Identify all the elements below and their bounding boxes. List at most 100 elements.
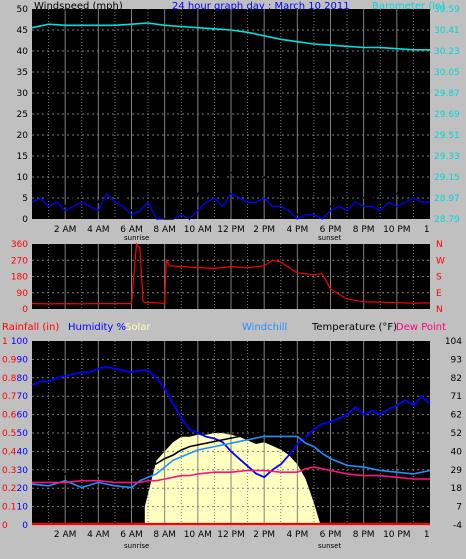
y-tick-rain: 1 [2, 337, 8, 347]
y-tick-barometer: 29.33 [434, 152, 460, 162]
right-axis-label-barometer: Barometer (in) [372, 1, 445, 12]
y-tick-direction: 90 [17, 289, 29, 299]
y-tick-direction: 360 [11, 240, 28, 250]
series-temperature [31, 432, 430, 477]
series-wind_gust [31, 163, 431, 221]
y-tick-compass: N [436, 240, 443, 250]
y-tick-rain: 0.8 [2, 374, 17, 384]
y-tick-barometer: 30.05 [434, 68, 460, 78]
y-tick-humidity: 90 [17, 355, 29, 365]
y-tick-direction: 180 [11, 273, 28, 283]
y-tick-wind: 35 [17, 68, 28, 78]
legend-temperature: Temperature (°F) [311, 322, 397, 333]
legend-rainfall: Rainfall (in) [2, 322, 59, 333]
y-tick-wind: 20 [17, 131, 29, 141]
y-tick-rain: 0.4 [2, 447, 17, 457]
y-tick-barometer: 30.59 [434, 5, 460, 15]
y-tick-humidity: 20 [17, 484, 29, 494]
x-tick-label: 4 AM [87, 530, 110, 540]
x-tick-label: 2 AM [54, 225, 77, 235]
x-tick-label: 12 PM [217, 530, 245, 540]
x-tick-label: 12 PM [217, 225, 245, 235]
y-tick-humidity: 50 [17, 429, 29, 439]
x-tick-label: 2 AM [54, 530, 77, 540]
y-tick-compass: W [436, 256, 445, 266]
chart-title: 24 hour graph day : March 10 2011 [172, 1, 350, 12]
x-tick-label: 10 AM [184, 530, 212, 540]
y-tick-compass: N [436, 305, 443, 315]
y-tick-humidity: 60 [17, 411, 29, 421]
y-tick-wind: 45 [17, 26, 28, 36]
x-tick-label: 8 PM [353, 225, 375, 235]
series-barometer [31, 22, 430, 51]
y-tick-wind: 40 [17, 47, 29, 57]
x-tick-label: 6 AM [120, 530, 143, 540]
y-tick-wind: 0 [22, 215, 28, 225]
y-tick-temperature: 18 [451, 484, 463, 494]
y-tick-temperature: 40 [451, 447, 463, 457]
y-tick-temperature: 62 [451, 411, 462, 421]
y-tick-wind: 30 [17, 89, 29, 99]
x-tick-label: 6 PM [320, 225, 342, 235]
x-tick-label: 2 PM [253, 225, 275, 235]
x-tick-label: 6 AM [120, 225, 143, 235]
y-tick-wind: 50 [17, 5, 29, 15]
x-tick-label: 4 PM [286, 225, 308, 235]
y-tick-humidity: 80 [17, 374, 29, 384]
series-dewpoint [32, 466, 430, 484]
sunrise-label-top: sunrise [124, 234, 149, 242]
y-tick-compass: E [436, 289, 442, 299]
series-solar [144, 433, 321, 525]
y-tick-humidity: 30 [17, 466, 29, 476]
legend-dewpoint: Dew Point [396, 322, 446, 333]
y-tick-barometer: 30.23 [434, 47, 460, 57]
y-tick-temperature: 71 [451, 392, 462, 402]
series-windchill [31, 435, 431, 489]
series-wind_avg [31, 192, 430, 220]
y-tick-barometer: 29.87 [434, 89, 460, 99]
y-tick-temperature: 82 [451, 374, 462, 384]
x-tick-label: 8 AM [153, 225, 176, 235]
y-tick-rain: 0.7 [2, 392, 16, 402]
x-tick-label: 2 PM [253, 530, 275, 540]
sunset-label-top: sunset [318, 234, 341, 242]
y-tick-rain: 0.5 [2, 429, 16, 439]
y-tick-temperature: 29 [451, 466, 463, 476]
y-tick-rain: 0.1 [2, 503, 16, 513]
y-tick-wind: 10 [17, 173, 29, 183]
legend-humidity: Humidity % [68, 322, 126, 333]
y-tick-temperature: 52 [451, 429, 462, 439]
y-tick-rain: 0 [2, 521, 8, 531]
y-tick-wind: 25 [17, 110, 28, 120]
y-tick-humidity: 40 [17, 447, 29, 457]
y-tick-temperature: 93 [451, 355, 462, 365]
series-direction [31, 242, 431, 305]
x-tick-label: 10 PM [383, 530, 411, 540]
y-tick-barometer: 29.51 [434, 131, 460, 141]
x-tick-label: 4 PM [286, 530, 308, 540]
y-tick-barometer: 29.15 [434, 173, 460, 183]
series-humidity [31, 365, 431, 479]
sunset-label-bottom: sunset [318, 542, 341, 550]
y-tick-humidity: 70 [17, 392, 29, 402]
y-tick-compass: S [436, 273, 442, 283]
x-tick-label: 10 AM [184, 225, 212, 235]
y-tick-humidity: 10 [17, 503, 29, 513]
left-axis-label-wind: Windspeed (mph) [34, 1, 123, 12]
y-tick-barometer: 29.69 [434, 110, 460, 120]
y-tick-wind: 5 [22, 194, 28, 204]
x-tick-label: 1 [424, 530, 430, 540]
y-tick-temperature: 104 [445, 337, 462, 347]
x-tick-label: 10 PM [383, 225, 411, 235]
y-tick-rain: 0.3 [2, 466, 16, 476]
y-tick-humidity: 0 [22, 521, 28, 531]
y-tick-temperature: -4 [453, 521, 462, 531]
x-tick-label: 6 PM [320, 530, 342, 540]
y-tick-temperature: 7 [456, 503, 462, 513]
legend-windchill: Windchill [242, 322, 287, 333]
y-tick-rain: 0.9 [2, 355, 17, 365]
x-tick-label: 1 [424, 225, 430, 235]
y-tick-rain: 0.6 [2, 411, 17, 421]
y-tick-rain: 0.2 [2, 484, 16, 494]
